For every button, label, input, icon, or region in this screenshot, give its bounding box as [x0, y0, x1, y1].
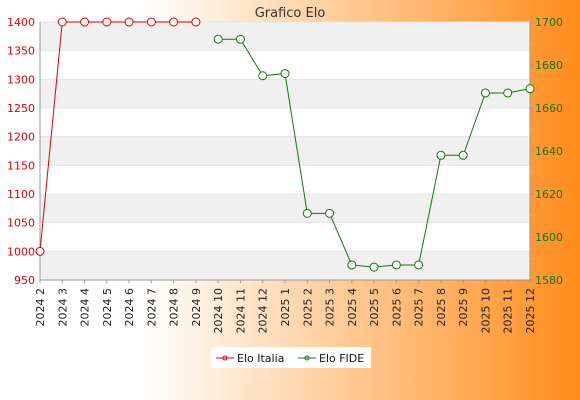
data-point-elo-fide [258, 71, 268, 81]
y-right-tick-label: 1680 [535, 59, 563, 72]
legend-label-elo-fide: Elo FIDE [319, 352, 364, 365]
x-tick-label: 2025 8 [435, 288, 448, 327]
y-left-tick-label: 1400 [7, 16, 35, 29]
x-tick-label: 2024 8 [168, 288, 181, 327]
y-right-tick-label: 1700 [535, 16, 563, 29]
x-tick-label: 2024 4 [79, 288, 92, 327]
grid-band [40, 22, 530, 51]
y-right-tick-label: 1660 [535, 102, 563, 115]
legend-label-elo-italia: Elo Italia [237, 352, 284, 365]
x-tick-label: 2025 6 [390, 288, 403, 327]
data-point-elo-fide [302, 208, 312, 218]
legend: Elo Italia Elo FIDE [211, 347, 371, 368]
grid-band [40, 194, 530, 223]
data-point-elo-italia [57, 17, 67, 27]
x-tick-label: 2024 5 [101, 288, 114, 327]
legend-marker-elo-fide [304, 355, 310, 361]
grid-band [40, 79, 530, 108]
x-tick-label: 2025 9 [457, 288, 470, 327]
chart-title: Grafico Elo [255, 6, 326, 21]
y-left-tick-label: 1350 [7, 45, 35, 58]
x-tick-label: 2025 2 [301, 288, 314, 327]
data-point-elo-italia [191, 17, 201, 27]
axes-layer: 950 1000 1050 1100 1150 1200 1250 1300 1350 1400 1… [7, 16, 563, 334]
y-right-tick-label: 1640 [535, 145, 563, 158]
y-left-tick-label: 950 [14, 274, 35, 287]
plot-area [40, 21, 530, 281]
y-left-tick-label: 1100 [7, 188, 35, 201]
data-point-elo-fide [480, 88, 490, 98]
data-point-elo-fide [436, 150, 446, 160]
x-tick-label: 2024 3 [56, 288, 69, 327]
x-tick-label: 2025 12 [524, 288, 537, 334]
series-layer [35, 17, 535, 272]
data-point-elo-fide [235, 34, 245, 44]
x-tick-label: 2024 12 [257, 288, 270, 334]
x-tick-label: 2024 2 [34, 288, 47, 327]
data-point-elo-italia [35, 246, 45, 256]
grid-band [40, 136, 530, 166]
data-point-elo-fide [369, 262, 379, 272]
data-point-elo-fide [458, 150, 468, 160]
y-right-tick-label: 1620 [535, 188, 563, 201]
x-tick-label: 2025 10 [479, 288, 492, 334]
data-point-elo-fide [525, 84, 535, 94]
x-tick-label: 2025 1 [279, 288, 292, 327]
y-left-tick-label: 1150 [7, 159, 35, 172]
y-left-tick-label: 1200 [7, 131, 35, 144]
y-right-tick-label: 1600 [535, 231, 563, 244]
y-left-tick-label: 1300 [7, 73, 35, 86]
legend-box [211, 347, 371, 368]
data-point-elo-fide [391, 260, 401, 270]
y-left-tick-label: 1250 [7, 102, 35, 115]
x-tick-label: 2025 3 [324, 288, 337, 327]
grid-band [40, 251, 530, 280]
data-point-elo-fide [280, 69, 290, 79]
x-tick-label: 2025 4 [346, 288, 359, 327]
x-tick-label: 2024 6 [123, 288, 136, 327]
x-tick-label: 2024 9 [190, 288, 203, 327]
x-tick-label: 2024 10 [212, 288, 225, 334]
data-point-elo-italia [169, 17, 179, 27]
y-right-tick-label: 1580 [535, 274, 563, 287]
data-point-elo-italia [102, 17, 112, 27]
x-tick-label: 2025 5 [368, 288, 381, 327]
data-point-elo-italia [124, 17, 134, 27]
data-point-elo-fide [325, 208, 335, 218]
y-left-tick-label: 1000 [7, 245, 35, 258]
data-point-elo-italia [80, 17, 90, 27]
data-point-elo-fide [347, 260, 357, 270]
x-tick-label: 2025 7 [413, 288, 426, 327]
legend-marker-elo-italia [222, 355, 228, 361]
data-point-elo-italia [146, 17, 156, 27]
data-point-elo-fide [213, 34, 223, 44]
data-point-elo-fide [414, 260, 424, 270]
data-point-elo-fide [503, 88, 513, 98]
x-tick-label: 2024 11 [234, 288, 247, 334]
x-tick-label: 2025 11 [502, 288, 515, 334]
y-left-tick-label: 1050 [7, 217, 35, 230]
x-tick-label: 2024 7 [145, 288, 158, 327]
